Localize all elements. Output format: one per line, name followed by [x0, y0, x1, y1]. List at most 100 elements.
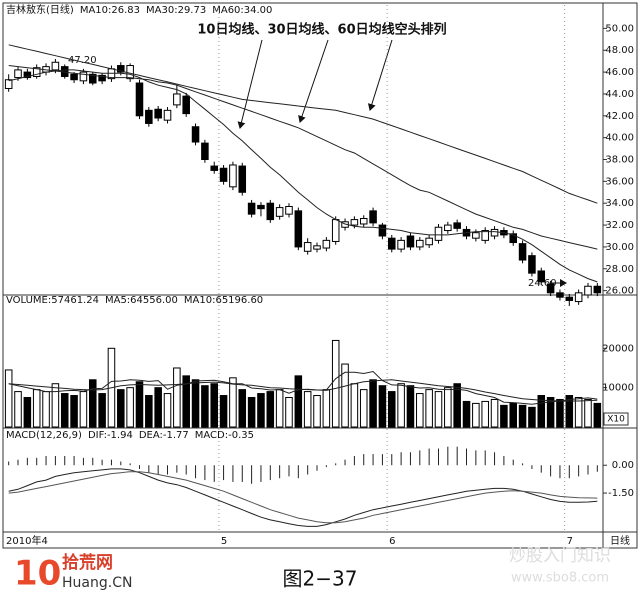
logo-text: 拾荒网: [62, 552, 113, 573]
volume-bar: [556, 398, 564, 428]
y-tick-label: 36.00: [605, 176, 634, 187]
candle-body: [191, 126, 200, 143]
volume-bar: [378, 385, 387, 428]
volume-bar: [303, 391, 312, 428]
candle-body: [565, 296, 574, 301]
volume-bar: [565, 395, 574, 428]
x-tick-label: 2010年4: [6, 534, 48, 547]
candle-body: [313, 245, 321, 250]
volume-bar: [518, 404, 527, 428]
volume-bar: [359, 389, 368, 428]
volume-bar: [416, 393, 424, 428]
candle-body: [444, 224, 452, 232]
line-series: [8, 69, 598, 283]
candle-body: [593, 285, 602, 294]
candle-body: [387, 237, 396, 250]
volume-bar: [126, 387, 134, 428]
volume-bar: [210, 383, 219, 428]
volume-bar: [154, 387, 162, 428]
y-tick-label: 48.00: [605, 45, 634, 56]
candle-body: [51, 61, 60, 71]
legend-entry: DIF:-1.94: [88, 430, 133, 441]
candle-body: [546, 283, 555, 294]
annotation-title: 10日均线、30日均线、60日均线空头排列: [197, 22, 446, 38]
candle-body: [275, 207, 284, 217]
line-series: [8, 468, 598, 527]
candle-body: [425, 237, 433, 246]
volume-bar: [14, 391, 22, 428]
volume-bar: [163, 393, 172, 428]
y-tick-label: 42.00: [605, 111, 634, 122]
watermark-url: www.sbo8.com: [511, 571, 609, 586]
volume-bar: [574, 396, 583, 428]
candle-body: [528, 255, 536, 274]
candle-body: [219, 167, 228, 182]
candle-body: [266, 202, 275, 221]
candle-body: [88, 73, 97, 84]
candle-body: [70, 73, 78, 81]
candle-body: [238, 165, 247, 193]
candle-body: [331, 219, 340, 242]
candle-body: [537, 270, 546, 283]
low-label: 24.60: [528, 278, 557, 289]
candle-body: [481, 230, 489, 241]
volume-bar: [201, 385, 209, 428]
volume-bar: [331, 339, 340, 428]
line-series: [8, 44, 598, 204]
candle-body: [359, 218, 368, 225]
candle-body: [257, 204, 265, 210]
volume-bar: [229, 377, 237, 428]
candle-body: [79, 71, 88, 82]
y-tick-label: 0.00: [612, 460, 634, 471]
volume-bar: [425, 389, 433, 428]
candle-body: [4, 79, 13, 89]
caption: 图2−37: [283, 567, 358, 591]
candle-body: [294, 210, 303, 248]
legend-entry: MA30:29.73: [146, 5, 206, 16]
volume-bar: [98, 393, 106, 428]
volume-bar: [369, 379, 377, 428]
candle-body: [14, 69, 22, 79]
volume-bar: [173, 367, 181, 428]
volume-bar: [182, 375, 190, 428]
volume-bar: [70, 395, 78, 428]
volume-bar: [32, 389, 41, 428]
arrow: [367, 39, 393, 111]
candle-body: [397, 239, 405, 250]
candle-body: [378, 224, 387, 237]
x-tick-label: 6: [389, 536, 395, 547]
candle-body: [574, 292, 583, 303]
legend-entry: MA60:34.00: [212, 5, 272, 16]
candle-body: [303, 242, 312, 252]
candle-body: [229, 164, 237, 188]
volume-bar: [51, 383, 60, 428]
volume-bar: [257, 393, 265, 428]
candle-body: [201, 142, 209, 161]
candle-body: [556, 292, 564, 298]
volume-bar: [528, 406, 536, 428]
volume-bar: [406, 385, 415, 428]
arrow: [298, 39, 329, 123]
line-series: [8, 379, 598, 402]
volume-bar: [313, 395, 321, 428]
y-tick-label: 10000: [602, 383, 634, 394]
candle-body: [584, 285, 592, 296]
candle-body: [416, 239, 424, 248]
y-tick-label: 20000: [602, 343, 634, 354]
candle-body: [406, 235, 415, 248]
legend-entry: MACD:-0.35: [195, 430, 254, 441]
candle-body: [145, 109, 153, 124]
logo-url: Huang.CN: [62, 575, 132, 591]
volume-bar: [462, 400, 471, 428]
volume-bar: [481, 400, 489, 428]
candle-body: [210, 165, 219, 171]
legend-entry: MA10:26.83: [80, 5, 140, 16]
volume-bar: [4, 369, 13, 428]
chart-frame: [2, 2, 638, 549]
legend-entry: VOLUME:57461.24: [6, 295, 99, 306]
candle-body: [490, 228, 499, 237]
volume-bar: [584, 398, 592, 428]
volume-bar: [191, 379, 200, 428]
watermark: 炒股入门知识: [509, 546, 611, 566]
